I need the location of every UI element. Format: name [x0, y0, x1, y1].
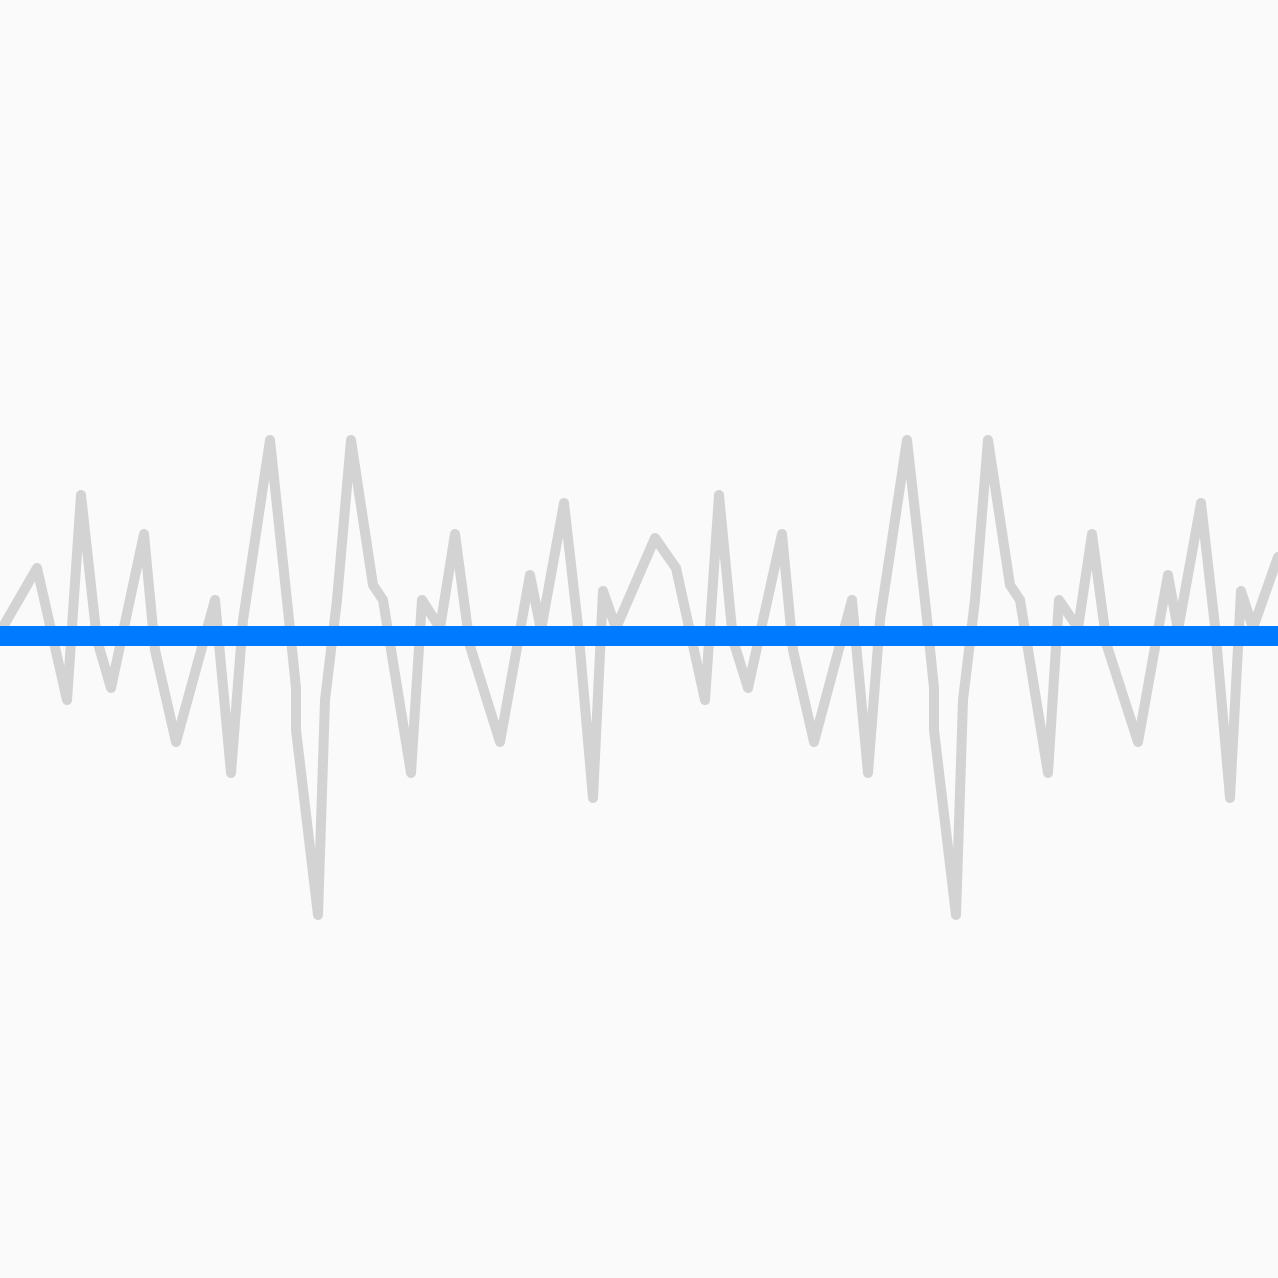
waveform-line	[0, 435, 1278, 920]
